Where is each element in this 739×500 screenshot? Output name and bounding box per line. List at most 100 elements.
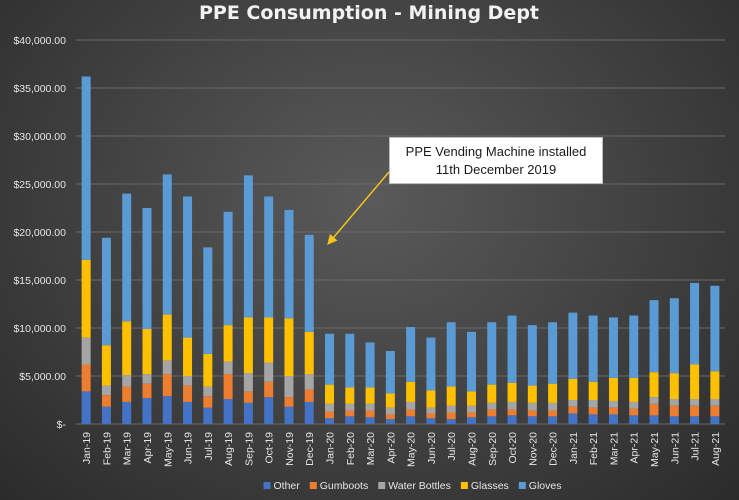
bar-segment-gloves [264,196,274,318]
bar-segment-gloves [608,317,618,378]
bar-segment-other [385,419,395,424]
x-tick-label: Jan-21 [568,432,580,464]
bar-segment-water-bottles [243,373,253,392]
x-tick-label: Nov-19 [284,432,296,466]
legend-entry: Gloves [529,480,562,492]
bar-segment-glasses [304,331,314,375]
bar-segment-gloves [710,285,720,372]
bar-segment-other [243,402,253,424]
bar-segment-other [507,415,517,424]
bar-segment-glasses [81,259,91,338]
bar-segment-other [710,416,720,424]
bar-segment-gumboots [345,410,355,417]
bar-segment-other [223,399,233,424]
bar-segment-gumboots [487,409,497,417]
bar-segment-gloves [426,337,436,391]
y-tick-label: $35,000.00 [13,83,66,95]
bar-segment-other [122,401,132,424]
bar-segment-glasses [629,377,639,402]
bar-segment-glasses [446,386,456,406]
x-tick-label: Mar-21 [608,432,620,465]
bar-segment-water-bottles [649,397,659,404]
x-tick-label: Jun-19 [183,432,195,464]
bar-segment-gloves [527,325,537,386]
bar-segment-gloves [203,247,213,354]
bar-segment-glasses [527,385,537,403]
bar-segment-water-bottles [345,403,355,411]
bar-segment-gumboots [710,405,720,417]
bar-segment-gloves [690,282,700,365]
bar-segment-gumboots [649,403,659,416]
x-tick-label: Jul-19 [203,432,215,461]
bar-segment-gloves [81,76,91,260]
x-tick-label: Apr-20 [385,432,397,464]
legend: Other Gumboots Water Bottles Glasses Gloves [263,480,562,492]
y-axis-tick-labels: $- $5,000.00 $10,000.00 $15,000.00 $20,000.0… [13,35,66,431]
bar-segment-gloves [385,351,395,394]
x-tick-label: Mar-20 [365,432,377,465]
bar-segment-other [406,416,416,424]
bar-segment-gloves [365,342,375,388]
bar-segment-gumboots [325,411,335,419]
bar-segment-glasses [548,383,558,403]
x-tick-label: Jul-21 [690,432,702,461]
bar-segment-water-bottles [203,386,213,397]
bar-segment-water-bottles [81,337,91,365]
annotation-box: PPE Vending Machine installed 11th Decem… [389,137,603,184]
bar-segment-glasses [264,317,274,363]
bar-segment-water-bottles [527,402,537,411]
bar-segment-glasses [710,371,720,400]
bar-segment-gumboots [629,408,639,416]
bar-segment-water-bottles [122,375,132,387]
annotation-arrow [327,171,390,245]
bar-segment-water-bottles [466,405,476,413]
bar-segment-other [588,414,598,424]
x-tick-label: Dec-20 [548,432,560,466]
bar-segment-gloves [243,175,253,318]
bar-segment-other [608,414,618,424]
bar-segment-glasses [365,387,375,404]
bar-segment-gloves [588,315,598,382]
y-tick-label: $25,000.00 [13,179,66,191]
bar-segment-gloves [345,333,355,388]
x-tick-label: Apr-21 [629,432,641,464]
bar-segment-gloves [568,312,578,379]
y-tick-label: $- [57,419,67,431]
annotation-arrow-head [327,234,338,245]
bar-segment-water-bottles [690,399,700,406]
bar-segment-glasses [162,314,172,361]
bar-segment-gumboots [446,412,456,420]
bar-segment-glasses [568,378,578,400]
x-tick-label: May-20 [406,432,418,467]
bar-segment-glasses [183,337,193,376]
bar-segment-glasses [101,345,111,386]
x-tick-label: Aug-21 [710,432,722,466]
bar-segment-glasses [426,390,436,408]
bar-segment-glasses [690,364,700,400]
bar-segment-water-bottles [223,361,233,375]
legend-swatch-other [263,482,271,489]
bar-segment-other [365,417,375,424]
bar-segment-gumboots [142,383,152,399]
bar-segment-other [325,418,335,424]
bar-segment-glasses [142,328,152,375]
bar-segment-gloves [669,298,679,374]
bar-segment-gumboots [385,414,395,420]
bar-segment-other [446,419,456,424]
bar-segment-other [690,416,700,424]
bar-segment-gumboots [690,405,700,417]
bar-segment-gumboots [284,397,294,407]
bar-segment-other [487,416,497,424]
bar-segment-other [203,407,213,424]
bar-segment-water-bottles [325,403,335,412]
bar-segment-gumboots [466,412,476,418]
bar-segment-glasses [345,387,355,404]
x-axis-tick-labels: Jan-19 Feb-19 Mar-19 Apr-19 May-19 Jun-19 Jul-… [81,432,722,467]
bar-segment-gumboots [608,407,618,415]
x-tick-label: Jul-20 [446,432,458,461]
bar-segment-other [568,413,578,424]
annotation-line-2: 11th December 2019 [435,161,557,177]
x-tick-label: Aug-20 [466,432,478,466]
bar-segment-water-bottles [284,376,294,398]
